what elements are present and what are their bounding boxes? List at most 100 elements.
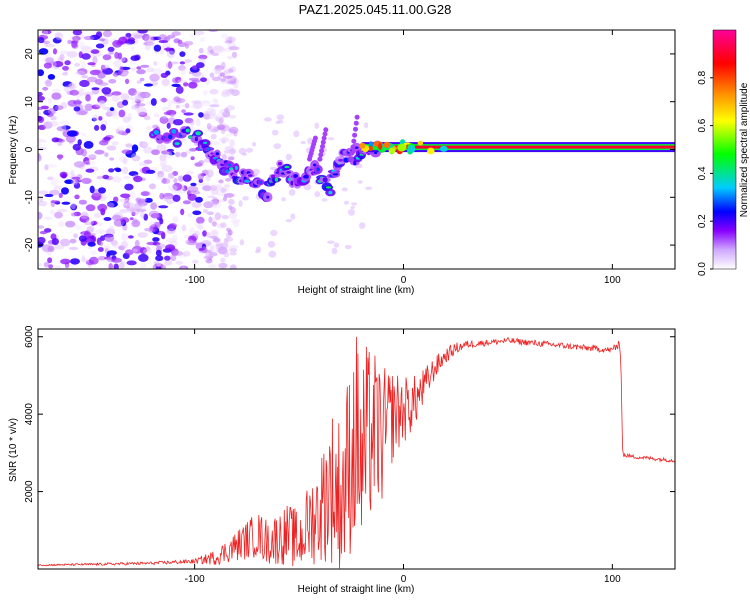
- trace-cell: [210, 152, 214, 155]
- trace-cell: [244, 179, 250, 183]
- noise-cell: [136, 69, 146, 75]
- noise-cell: [50, 178, 59, 186]
- noise-cell: [79, 215, 90, 223]
- noise-cell: [198, 54, 208, 60]
- noise-cell: [104, 234, 115, 242]
- noise-cell: [209, 72, 215, 78]
- noise-cell: [152, 81, 159, 86]
- noise-cell: [118, 245, 126, 251]
- noise-cell: [159, 162, 167, 168]
- noise-cell: [73, 233, 78, 239]
- noise-cell: [47, 74, 56, 80]
- noise-cell: [163, 196, 169, 202]
- noise-cell: [112, 72, 119, 77]
- noise-cell: [52, 37, 62, 44]
- noise-cell: [57, 208, 68, 213]
- noise-cell: [225, 177, 232, 182]
- noise-cell: [131, 98, 137, 106]
- noise-cell: [219, 72, 226, 77]
- trace-cell: [203, 141, 208, 144]
- noise-cell: [45, 44, 56, 48]
- noise-cell: [97, 247, 104, 252]
- trace-cell: [227, 163, 232, 167]
- noise-cell: [182, 185, 188, 192]
- trace-cell: [286, 171, 291, 174]
- trace-cell: [277, 162, 282, 166]
- noise-cell: [175, 151, 181, 158]
- noise-cell: [107, 46, 115, 53]
- colorbar-tick-label: 0.0: [697, 262, 708, 276]
- noise-cell: [239, 239, 245, 246]
- noise-cell: [226, 105, 236, 111]
- noise-cell: [231, 51, 238, 59]
- noise-cell: [47, 257, 53, 264]
- y-tick-label: 20: [24, 48, 35, 60]
- noise-cell: [144, 227, 154, 232]
- noise-cell: [221, 89, 233, 96]
- noise-cell: [121, 57, 128, 63]
- noise-cell: [98, 116, 103, 121]
- snr-series-line: [38, 336, 675, 569]
- noise-cell: [351, 202, 357, 206]
- noise-cell: [226, 133, 234, 137]
- noise-cell: [148, 221, 156, 227]
- noise-cell: [74, 225, 82, 230]
- colorbar-tick-label: 0.4: [697, 166, 708, 180]
- noise-cell: [81, 75, 89, 79]
- noise-cell: [221, 138, 227, 144]
- noise-cell: [241, 152, 248, 156]
- noise-cell: [196, 62, 205, 69]
- noise-cell: [220, 222, 227, 228]
- noise-cell: [193, 230, 200, 237]
- carrier-cell: [383, 141, 391, 148]
- carrier-cell: [359, 142, 366, 149]
- noise-cell: [112, 242, 119, 249]
- noise-cell: [189, 227, 195, 235]
- noise-cell: [198, 160, 205, 165]
- noise-cell: [136, 103, 146, 107]
- noise-cell: [206, 123, 212, 130]
- noise-cell: [198, 47, 204, 54]
- noise-cell: [189, 120, 195, 126]
- noise-cell: [101, 65, 109, 70]
- noise-cell: [98, 256, 107, 261]
- trace-cell: [266, 195, 270, 199]
- noise-cell: [215, 242, 224, 248]
- noise-cell: [180, 208, 185, 216]
- noise-cell: [65, 134, 76, 143]
- noise-cell: [181, 109, 186, 113]
- noise-cell: [111, 141, 119, 146]
- noise-cell: [75, 99, 81, 107]
- noise-cell: [203, 201, 214, 209]
- noise-cell: [215, 46, 226, 54]
- noise-cell: [67, 99, 78, 107]
- noise-cell: [206, 169, 214, 178]
- noise-cell: [182, 250, 191, 257]
- heatmap-ylabel: Frequency (Hz): [8, 116, 19, 185]
- noise-cell: [190, 104, 199, 109]
- noise-cell: [180, 266, 186, 269]
- noise-cell: [131, 32, 143, 37]
- noise-cell: [183, 82, 189, 87]
- noise-cell: [209, 104, 220, 108]
- noise-cell: [81, 53, 91, 60]
- noise-cell: [108, 79, 117, 84]
- noise-cell: [219, 117, 224, 124]
- noise-cell: [206, 211, 214, 216]
- noise-cell: [90, 49, 100, 54]
- noise-cell: [52, 61, 64, 68]
- noise-cell: [285, 219, 292, 223]
- noise-cell: [121, 72, 129, 76]
- noise-cell: [252, 142, 257, 147]
- noise-cell: [92, 69, 102, 74]
- noise-cell: [109, 107, 115, 112]
- noise-cell: [71, 40, 78, 48]
- noise-cell: [202, 89, 208, 96]
- noise-cell: [89, 185, 95, 194]
- noise-cell: [178, 65, 186, 71]
- noise-cell: [38, 236, 46, 244]
- noise-cell: [209, 229, 220, 237]
- noise-cell: [300, 140, 306, 145]
- noise-cell: [159, 50, 165, 55]
